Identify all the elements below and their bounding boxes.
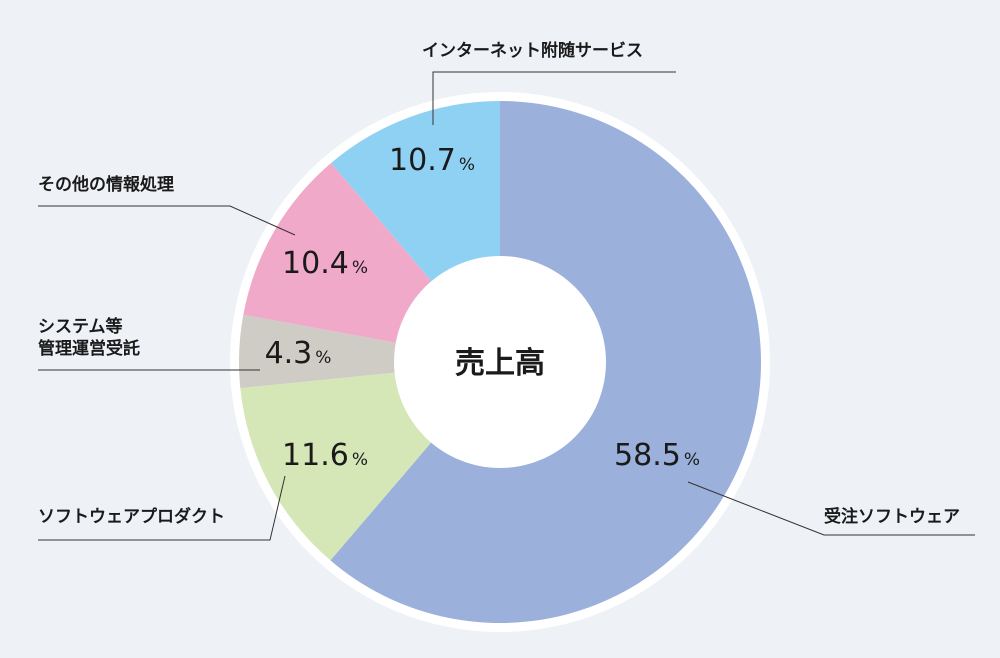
pct-label-software-product: 11.6% bbox=[282, 438, 368, 473]
leader-line-juchu-software bbox=[687, 481, 975, 536]
pct-label-internet-service: 10.7% bbox=[389, 143, 475, 178]
leader-line-sonota-joho bbox=[38, 205, 296, 236]
pct-label-sonota-joho: 10.4% bbox=[282, 246, 368, 281]
category-label-sonota-joho: その他の情報処理 bbox=[38, 174, 174, 195]
donut-hole bbox=[394, 256, 606, 468]
pct-value: 58.5 bbox=[614, 438, 681, 473]
pct-unit: % bbox=[352, 258, 368, 278]
pct-value: 10.7 bbox=[389, 143, 456, 178]
pct-label-juchu-software: 58.5% bbox=[614, 438, 700, 473]
pct-unit: % bbox=[352, 450, 368, 470]
leader-line-internet-service bbox=[432, 71, 676, 125]
pct-value: 10.4 bbox=[282, 246, 349, 281]
pct-value: 11.6 bbox=[282, 438, 349, 473]
center-label: 売上高 bbox=[455, 346, 545, 381]
pct-unit: % bbox=[459, 155, 475, 175]
slice-system-kanri bbox=[238, 314, 500, 389]
pct-unit: % bbox=[684, 450, 700, 470]
category-label-software-product: ソフトウェアプロダクト bbox=[38, 506, 225, 527]
category-label-system-kanri: システム等管理運営受託 bbox=[38, 316, 140, 359]
pct-value: 4.3 bbox=[265, 336, 313, 371]
pct-label-system-kanri: 4.3% bbox=[265, 336, 332, 371]
category-label-internet-service: インターネット附随サービス bbox=[422, 40, 643, 61]
category-label-juchu-software: 受注ソフトウェア bbox=[824, 506, 960, 527]
leader-line-software-product bbox=[38, 475, 286, 541]
pct-unit: % bbox=[315, 348, 331, 368]
